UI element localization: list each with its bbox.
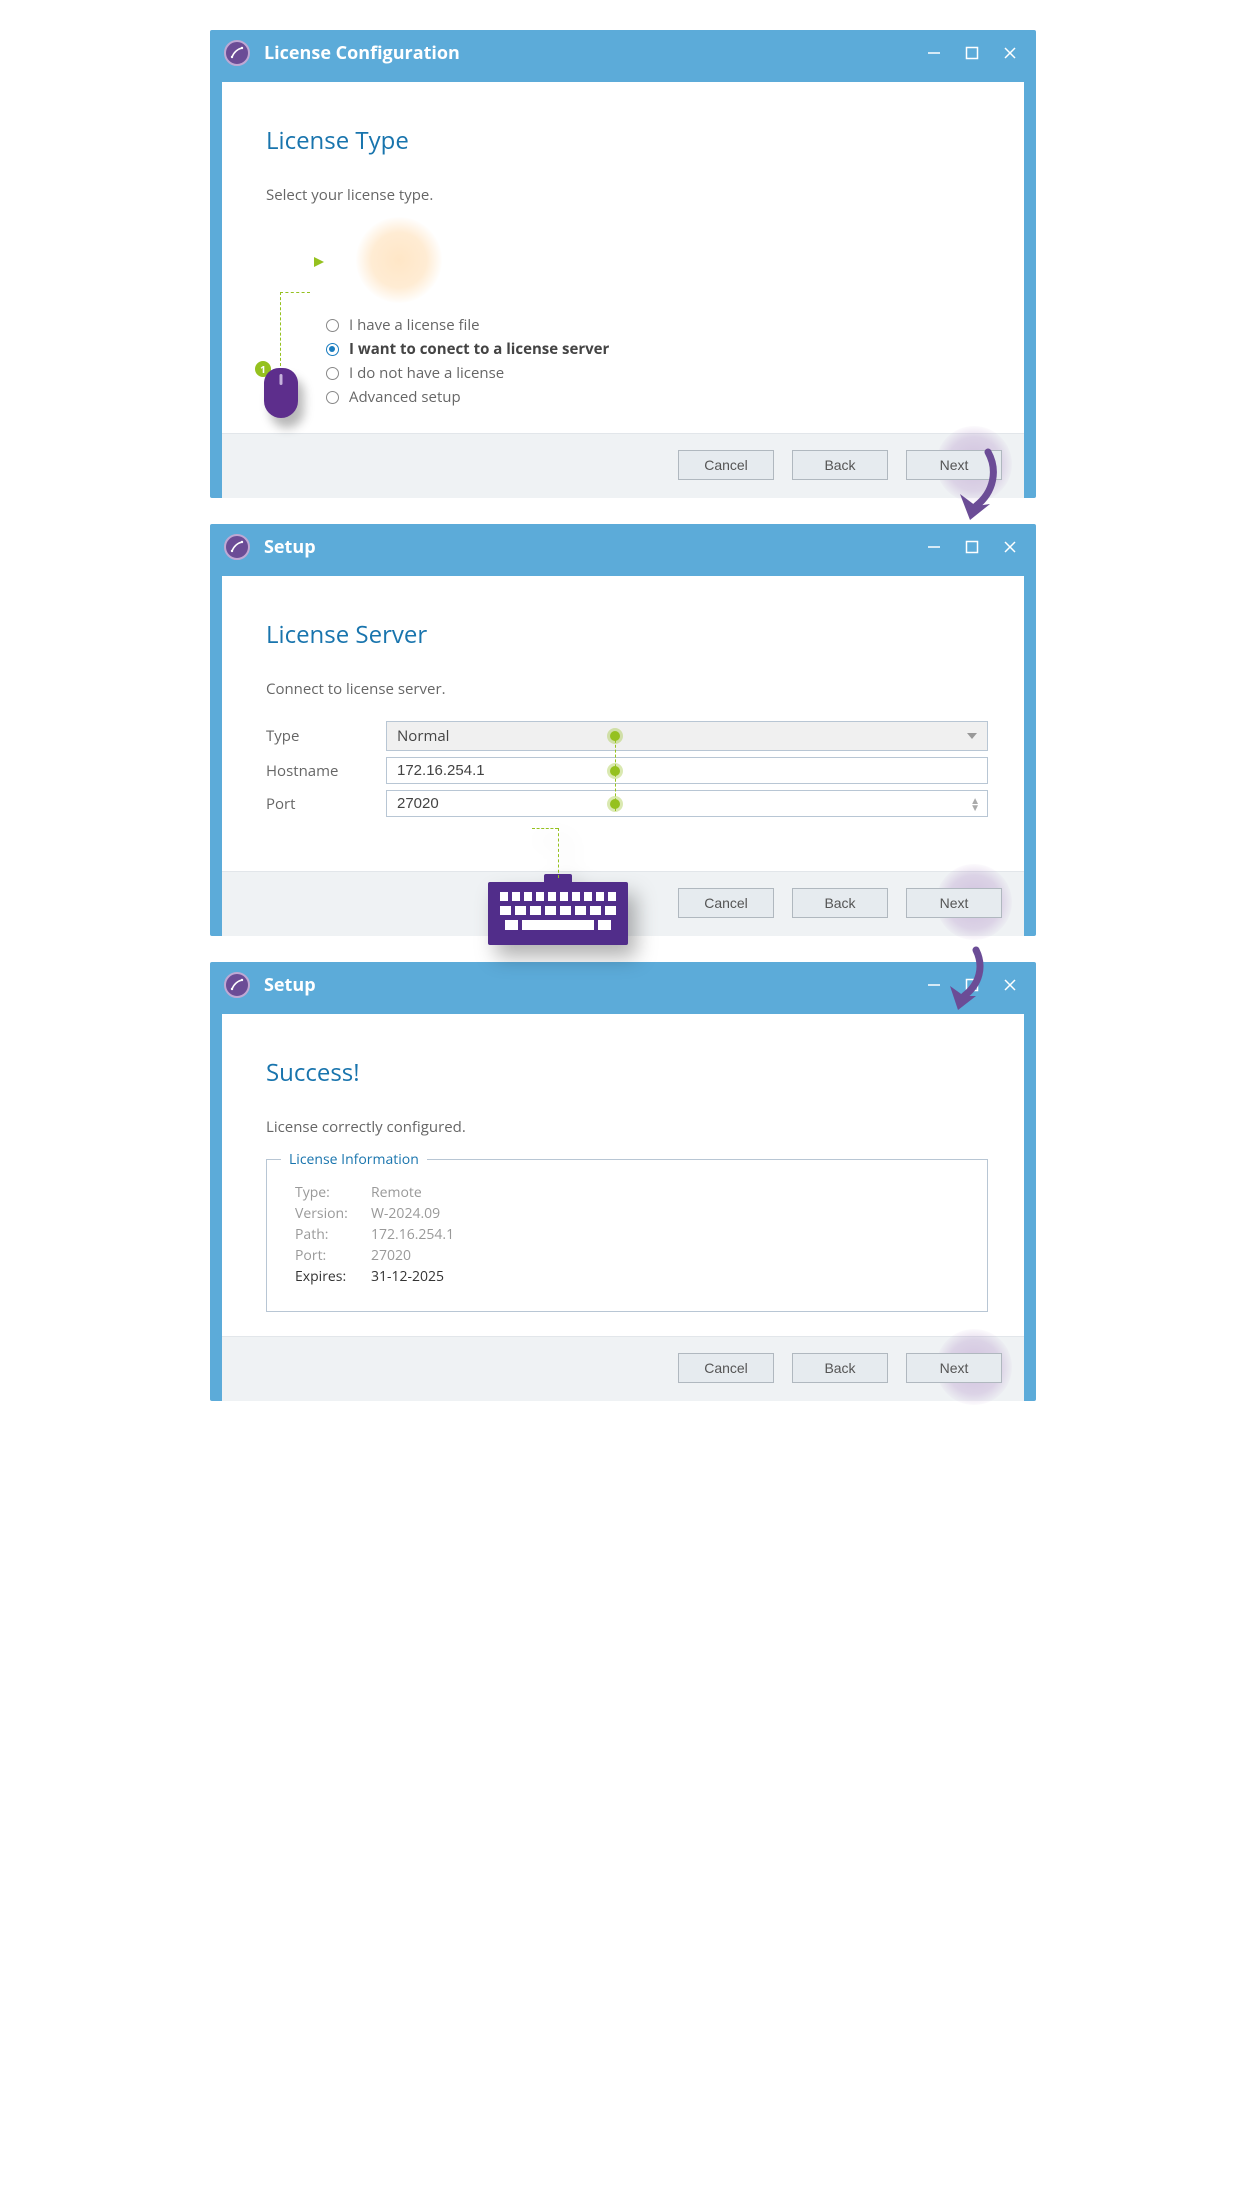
maximize-icon[interactable] [964, 45, 980, 61]
type-select[interactable]: Normal [386, 721, 988, 751]
minimize-icon[interactable] [926, 977, 942, 993]
info-value: 172.16.254.1 [371, 1225, 454, 1244]
label-port: Port [266, 794, 386, 814]
window-license-server: Setup License Server Connect to license … [210, 524, 1036, 936]
info-label: Path: [295, 1225, 371, 1244]
window-license-type: License Configuration License Type Selec… [210, 30, 1036, 498]
radio-no-license[interactable] [326, 367, 339, 380]
info-row: Expires:31-12-2025 [295, 1266, 959, 1287]
wizard-footer: Cancel Back Next [222, 1336, 1024, 1401]
info-label: Port: [295, 1246, 371, 1265]
option-advanced[interactable]: Advanced setup [326, 385, 988, 409]
info-value: Remote [371, 1183, 422, 1202]
option-connect-server[interactable]: I want to conect to a license server [326, 337, 988, 361]
info-label: Version: [295, 1204, 371, 1223]
section-heading: Success! [266, 1056, 988, 1089]
next-button[interactable]: Next [906, 450, 1002, 480]
back-button[interactable]: Back [792, 888, 888, 918]
keyboard-icon [488, 882, 628, 945]
cancel-button[interactable]: Cancel [678, 888, 774, 918]
minimize-icon[interactable] [926, 539, 942, 555]
back-button[interactable]: Back [792, 450, 888, 480]
option-label: I have a license file [349, 315, 480, 335]
radio-advanced[interactable] [326, 391, 339, 404]
selection-highlight [356, 217, 442, 303]
close-icon[interactable] [1002, 539, 1018, 555]
next-button[interactable]: Next [906, 1353, 1002, 1383]
prompt-text: Connect to license server. [266, 679, 988, 699]
hostname-input[interactable] [386, 757, 988, 784]
info-row: Port:27020 [295, 1245, 959, 1266]
info-value: 27020 [371, 1246, 411, 1265]
window-title: License Configuration [264, 41, 460, 65]
section-heading: License Server [266, 618, 988, 651]
titlebar: Setup [210, 524, 1036, 570]
cancel-button[interactable]: Cancel [678, 1353, 774, 1383]
type-value: Normal [397, 726, 449, 746]
label-hostname: Hostname [266, 761, 386, 781]
license-type-options: I have a license file I want to conect t… [266, 227, 988, 409]
info-value: 31-12-2025 [371, 1267, 444, 1286]
info-row: Version:W-2024.09 [295, 1203, 959, 1224]
license-info-box: License Information Type:RemoteVersion:W… [266, 1159, 988, 1312]
option-have-file[interactable]: I have a license file [326, 313, 988, 337]
info-row: Type:Remote [295, 1182, 959, 1203]
window-title: Setup [264, 535, 316, 559]
prompt-text: License correctly configured. [266, 1117, 988, 1137]
wizard-footer: Cancel Back Next [222, 433, 1024, 498]
info-value: W-2024.09 [371, 1204, 440, 1223]
row-hostname: Hostname [266, 757, 988, 784]
maximize-icon[interactable] [964, 539, 980, 555]
close-icon[interactable] [1002, 45, 1018, 61]
window-title: Setup [264, 973, 316, 997]
info-label: Expires: [295, 1267, 371, 1286]
maximize-icon[interactable] [964, 977, 980, 993]
info-row: Path:172.16.254.1 [295, 1224, 959, 1245]
minimize-icon[interactable] [926, 45, 942, 61]
pointer-icon [314, 257, 324, 267]
server-form: Type Normal Hostname [266, 721, 988, 817]
port-input[interactable] [386, 790, 988, 817]
close-icon[interactable] [1002, 977, 1018, 993]
app-icon [224, 972, 250, 998]
label-type: Type [266, 726, 386, 746]
titlebar: License Configuration [210, 30, 1036, 76]
next-button[interactable]: Next [906, 888, 1002, 918]
app-icon [224, 534, 250, 560]
chevron-down-icon [967, 733, 977, 739]
radio-connect-server[interactable] [326, 343, 339, 356]
option-no-license[interactable]: I do not have a license [326, 361, 988, 385]
app-icon [224, 40, 250, 66]
window-success: Setup Success! License correctly configu… [210, 962, 1036, 1401]
radio-have-file[interactable] [326, 319, 339, 332]
option-label: I want to conect to a license server [349, 339, 609, 359]
mouse-cursor-icon: 1 [264, 368, 298, 418]
info-label: Type: [295, 1183, 371, 1202]
back-button[interactable]: Back [792, 1353, 888, 1383]
titlebar: Setup [210, 962, 1036, 1008]
prompt-text: Select your license type. [266, 185, 988, 205]
row-type: Type Normal [266, 721, 988, 751]
row-port: Port ▲▼ [266, 790, 988, 817]
cancel-button[interactable]: Cancel [678, 450, 774, 480]
info-legend: License Information [281, 1150, 427, 1169]
option-label: Advanced setup [349, 387, 461, 407]
option-label: I do not have a license [349, 363, 504, 383]
section-heading: License Type [266, 124, 988, 157]
